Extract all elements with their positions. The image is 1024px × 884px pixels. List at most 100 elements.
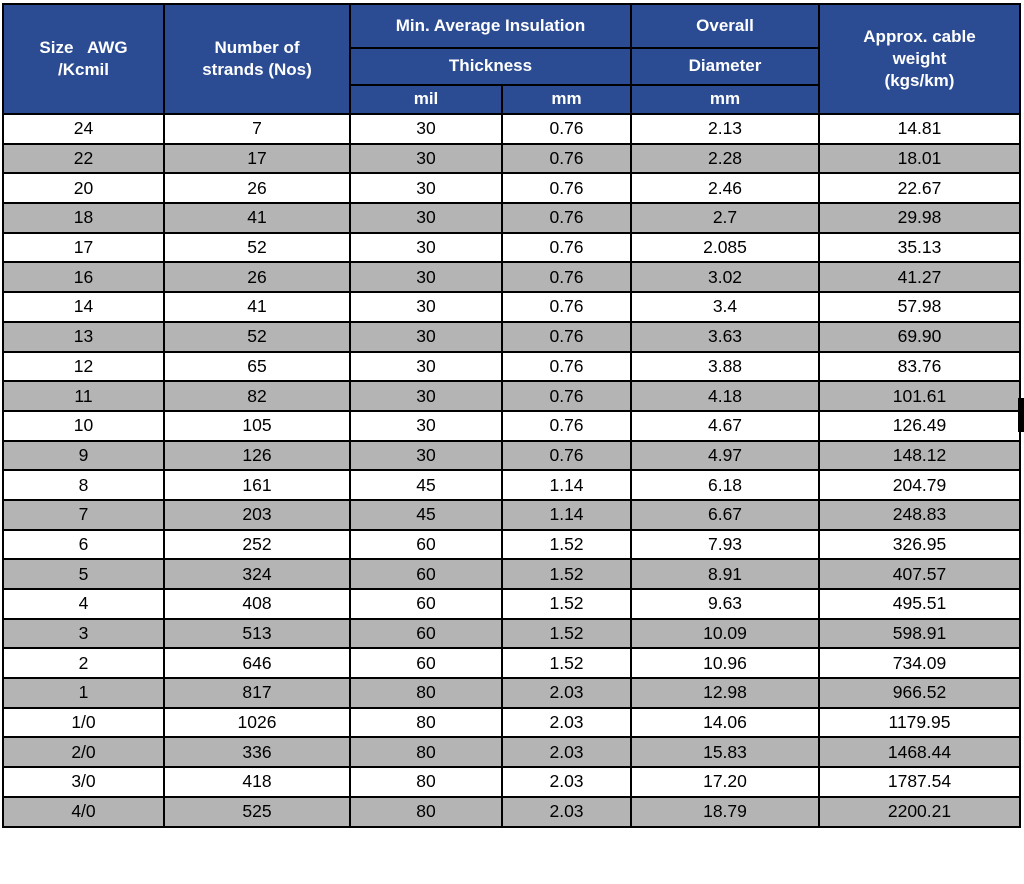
cell-weight: 248.83 <box>818 498 1021 531</box>
cell-mm: 1.52 <box>501 588 632 620</box>
cell-size: 22 <box>2 142 165 175</box>
cell-mil: 60 <box>349 528 503 561</box>
table-row: 12 65 30 0.76 3.88 83.76 <box>2 350 1021 383</box>
table-row: 22 17 30 0.76 2.28 18.01 <box>2 142 1021 175</box>
cell-weight: 18.01 <box>818 142 1021 175</box>
table-row: 20 26 30 0.76 2.46 22.67 <box>2 172 1021 205</box>
cell-mm: 0.76 <box>501 380 632 412</box>
cell-mm: 1.52 <box>501 528 632 561</box>
cell-size: 3/0 <box>2 766 165 798</box>
cell-mm: 0.76 <box>501 231 632 264</box>
cell-mil: 30 <box>349 409 503 442</box>
cell-diameter: 14.06 <box>630 706 820 739</box>
table-row: 10 105 30 0.76 4.67 126.49 <box>2 409 1021 442</box>
cell-strands: 513 <box>163 617 351 650</box>
cell-mil: 30 <box>349 113 503 145</box>
cell-size: 7 <box>2 498 165 531</box>
cell-mil: 30 <box>349 320 503 353</box>
header-cell-size: Size AWG /Kcmil <box>2 3 165 115</box>
cell-weight: 148.12 <box>818 439 1021 472</box>
cell-diameter: 4.67 <box>630 409 820 442</box>
cell-size: 14 <box>2 291 165 323</box>
cell-weight: 966.52 <box>818 677 1021 709</box>
cable-spec-table: Size AWG /Kcmil Number of strands (Nos) … <box>2 3 1021 828</box>
cell-size: 6 <box>2 528 165 561</box>
header-cell-insulation: Min. Average Insulation <box>349 3 632 49</box>
cell-strands: 52 <box>163 231 351 264</box>
cell-size: 5 <box>2 558 165 590</box>
cell-mil: 30 <box>349 142 503 175</box>
header-cell-mm-thickness: mm <box>501 84 632 115</box>
cell-mil: 30 <box>349 261 503 294</box>
table-row: 1/0 1026 80 2.03 14.06 1179.95 <box>2 706 1021 739</box>
table-row: 14 41 30 0.76 3.4 57.98 <box>2 291 1021 323</box>
cell-diameter: 3.88 <box>630 350 820 383</box>
cell-strands: 65 <box>163 350 351 383</box>
cell-weight: 495.51 <box>818 588 1021 620</box>
cell-diameter: 2.28 <box>630 142 820 175</box>
table-row: 6 252 60 1.52 7.93 326.95 <box>2 528 1021 561</box>
table-row: 13 52 30 0.76 3.63 69.90 <box>2 320 1021 353</box>
cell-mil: 80 <box>349 736 503 769</box>
cell-diameter: 12.98 <box>630 677 820 709</box>
cell-diameter: 2.46 <box>630 172 820 205</box>
cell-mm: 1.52 <box>501 617 632 650</box>
cell-mil: 80 <box>349 795 503 828</box>
cell-strands: 817 <box>163 677 351 709</box>
cell-mm: 2.03 <box>501 677 632 709</box>
cell-strands: 41 <box>163 202 351 234</box>
cell-diameter: 10.09 <box>630 617 820 650</box>
cell-mm: 2.03 <box>501 795 632 828</box>
cell-mm: 0.76 <box>501 261 632 294</box>
cell-weight: 1787.54 <box>818 766 1021 798</box>
cell-mm: 0.76 <box>501 291 632 323</box>
cell-strands: 408 <box>163 588 351 620</box>
cell-diameter: 10.96 <box>630 647 820 680</box>
cell-mil: 30 <box>349 350 503 383</box>
cell-weight: 57.98 <box>818 291 1021 323</box>
cell-diameter: 2.13 <box>630 113 820 145</box>
cell-size: 1 <box>2 677 165 709</box>
cell-size: 4/0 <box>2 795 165 828</box>
cell-diameter: 7.93 <box>630 528 820 561</box>
table-row: 2 646 60 1.52 10.96 734.09 <box>2 647 1021 680</box>
cell-weight: 29.98 <box>818 202 1021 234</box>
cell-diameter: 2.085 <box>630 231 820 264</box>
cell-weight: 1179.95 <box>818 706 1021 739</box>
table-row: 18 41 30 0.76 2.7 29.98 <box>2 202 1021 234</box>
cell-mm: 1.14 <box>501 469 632 501</box>
cell-mm: 1.14 <box>501 498 632 531</box>
cell-size: 20 <box>2 172 165 205</box>
cell-mm: 0.76 <box>501 350 632 383</box>
cell-mil: 60 <box>349 588 503 620</box>
right-edge-mark <box>1018 398 1024 432</box>
cell-diameter: 17.20 <box>630 766 820 798</box>
cell-size: 17 <box>2 231 165 264</box>
table-row: 7 203 45 1.14 6.67 248.83 <box>2 498 1021 531</box>
cell-diameter: 3.63 <box>630 320 820 353</box>
cell-size: 4 <box>2 588 165 620</box>
cell-mil: 45 <box>349 498 503 531</box>
cell-mil: 30 <box>349 172 503 205</box>
cell-strands: 26 <box>163 172 351 205</box>
header-cell-thickness: Thickness <box>349 47 632 86</box>
cell-mm: 0.76 <box>501 320 632 353</box>
cell-strands: 105 <box>163 409 351 442</box>
cell-mm: 0.76 <box>501 113 632 145</box>
cell-weight: 101.61 <box>818 380 1021 412</box>
cell-size: 18 <box>2 202 165 234</box>
cell-diameter: 6.67 <box>630 498 820 531</box>
cell-strands: 203 <box>163 498 351 531</box>
cell-mm: 2.03 <box>501 706 632 739</box>
cell-size: 24 <box>2 113 165 145</box>
cell-strands: 82 <box>163 380 351 412</box>
header-cell-weight: Approx. cable weight (kgs/km) <box>818 3 1021 115</box>
cell-mil: 80 <box>349 677 503 709</box>
cell-mil: 80 <box>349 766 503 798</box>
cell-mil: 30 <box>349 439 503 472</box>
cell-diameter: 3.02 <box>630 261 820 294</box>
header-cell-diameter: Diameter <box>630 47 820 86</box>
cell-weight: 734.09 <box>818 647 1021 680</box>
cell-mil: 30 <box>349 291 503 323</box>
